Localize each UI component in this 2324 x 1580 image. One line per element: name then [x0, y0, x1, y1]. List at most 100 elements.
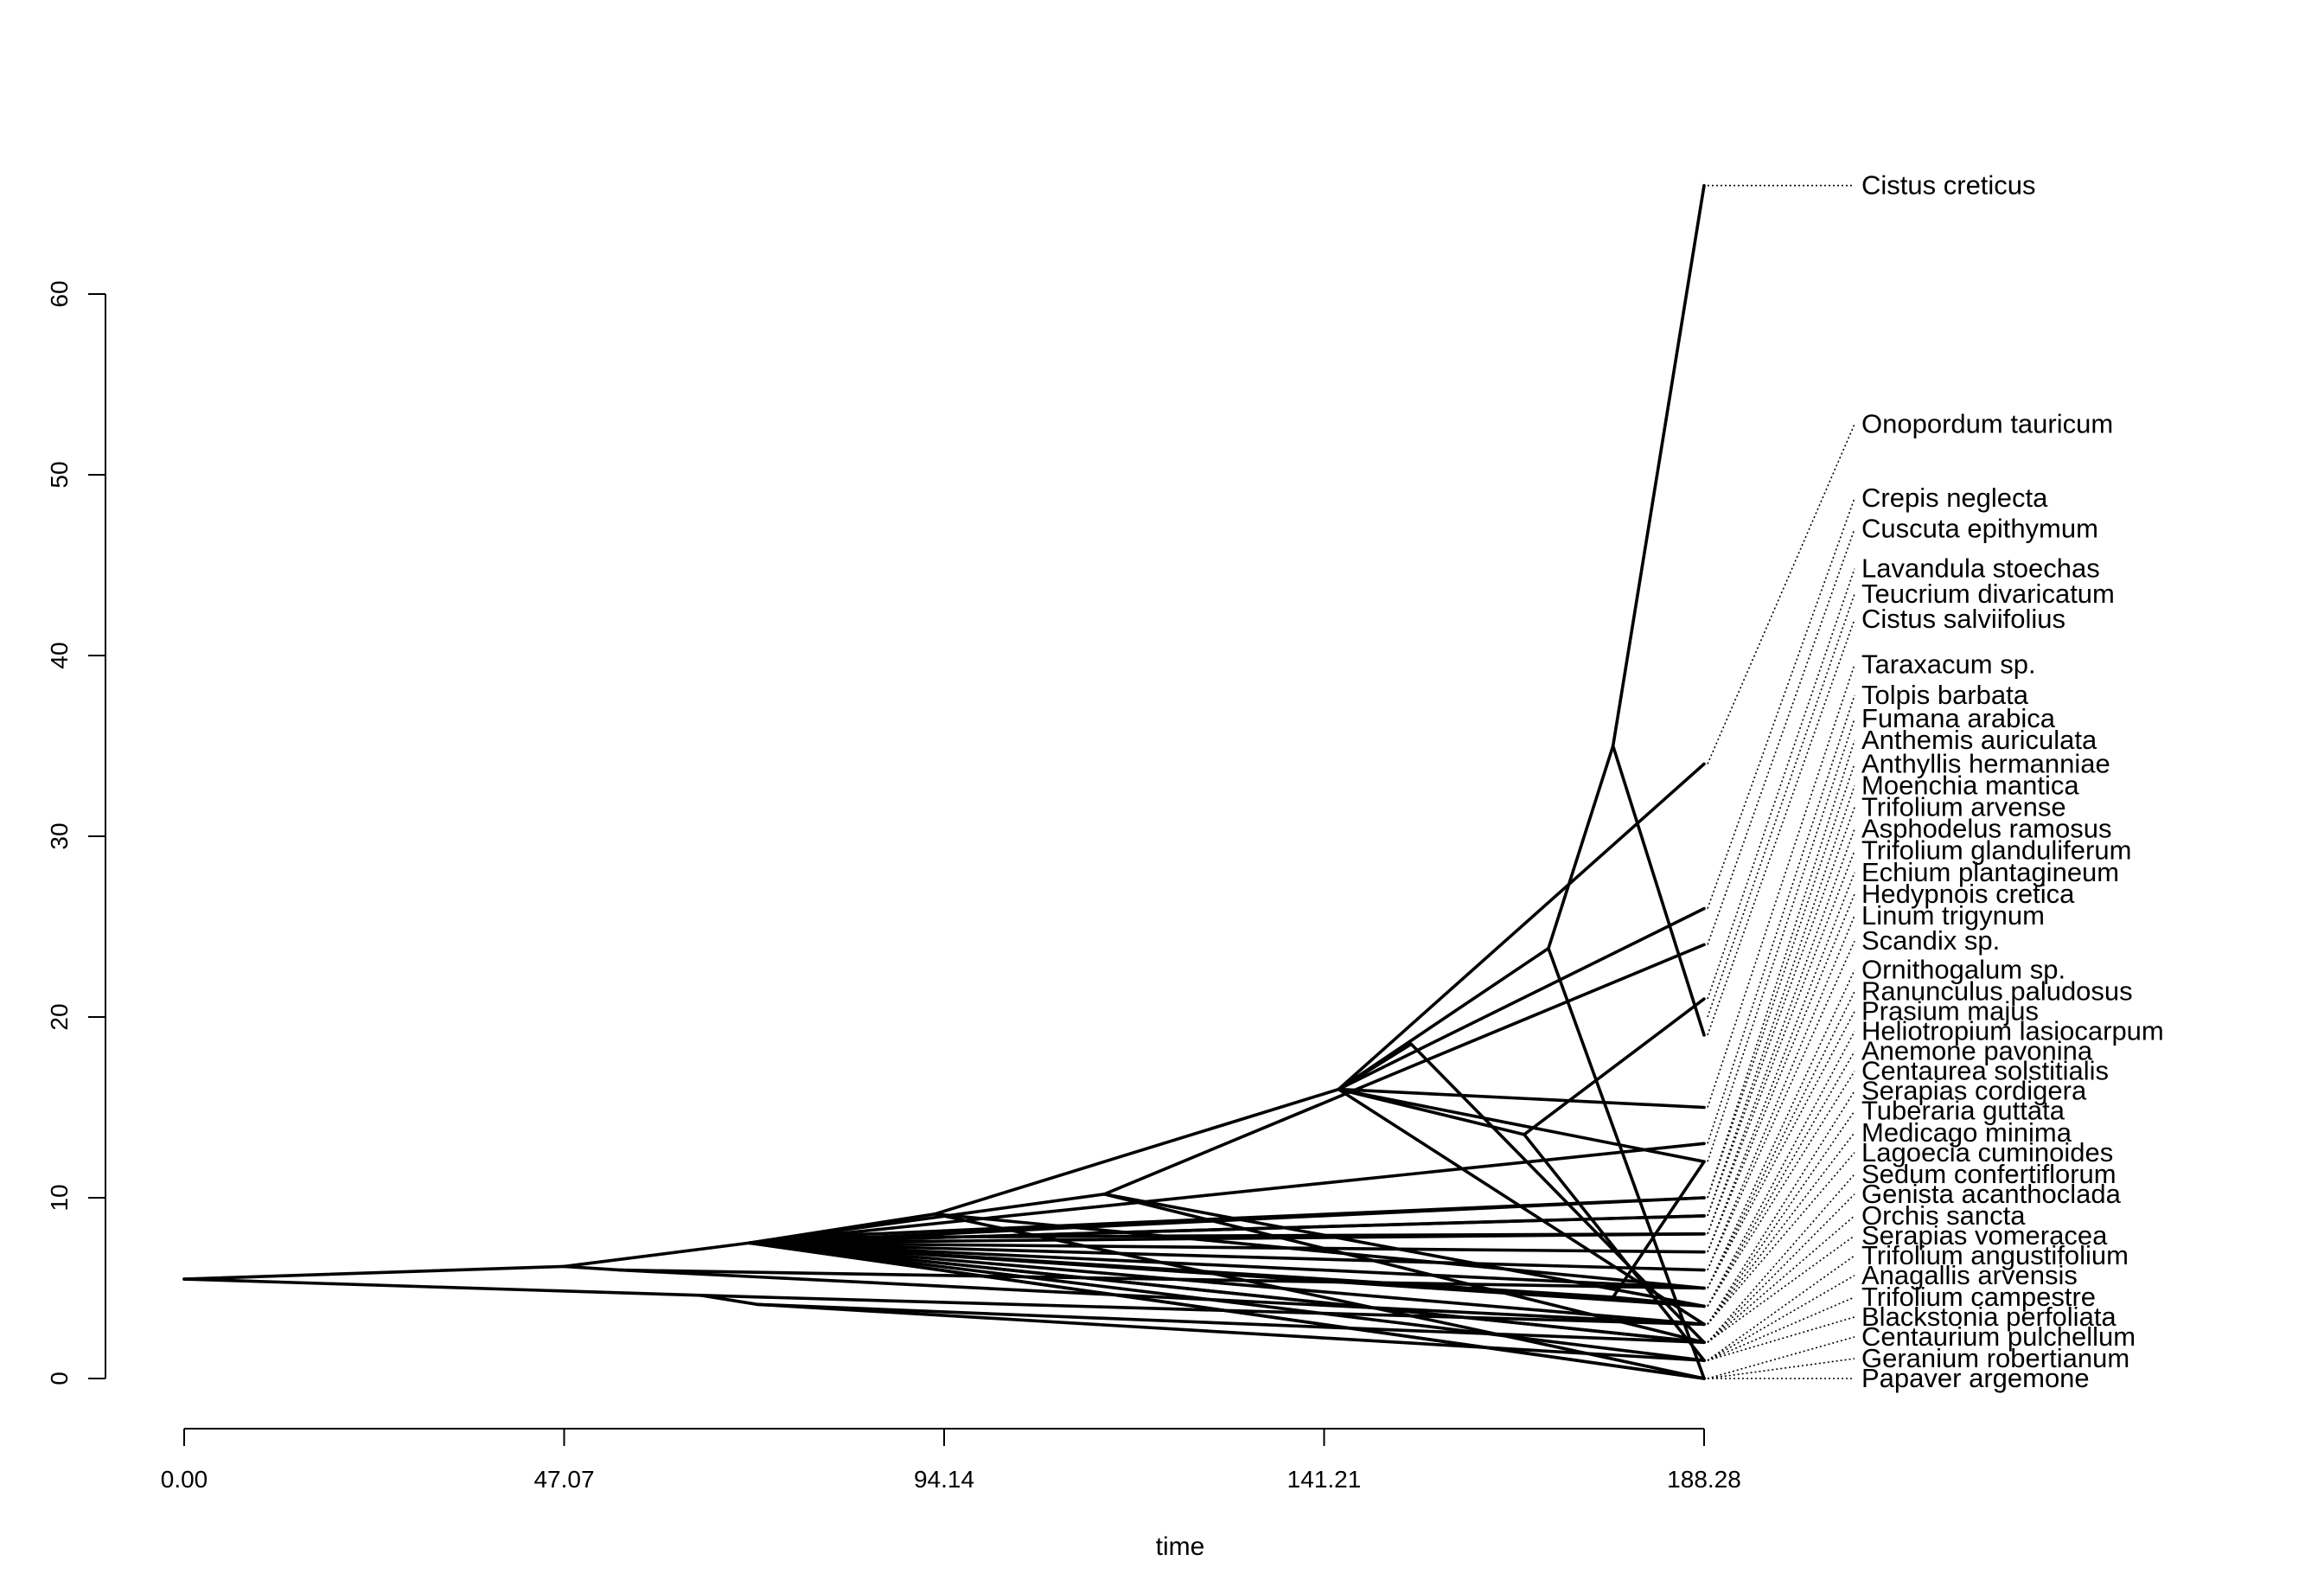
tip-connector: [1707, 1235, 1855, 1343]
tree-branch: [747, 1241, 1706, 1254]
x-axis: 0.00 47.07 94.14 141.21 188.28: [161, 1428, 1741, 1493]
tip-label: Lagoecia cuminoides: [1861, 1137, 2113, 1167]
tip-connector: [1707, 1152, 1855, 1325]
tip-label: Cistus salviifolius: [1861, 604, 2065, 634]
tree-branch: [747, 1241, 1706, 1344]
tree-branch: [562, 1264, 622, 1272]
tip-label: Trifolium arvense: [1861, 792, 2066, 822]
tip-label: Hedypnois cretica: [1861, 879, 2075, 909]
tree-branch: [1547, 744, 1615, 950]
tree-branch: [1611, 1160, 1706, 1299]
y-tick-label: 0: [46, 1372, 73, 1385]
tip-connector: [1707, 872, 1855, 1252]
tip-label: Orchis sancta: [1861, 1200, 2026, 1231]
tip-label: Genista acanthoclada: [1861, 1179, 2122, 1209]
y-tick-label: 50: [46, 461, 73, 488]
tree-branch: [747, 1193, 1107, 1245]
tip-label: Crepis neglecta: [1861, 483, 2048, 513]
tip-label: Ornithogalum sp.: [1861, 955, 2065, 985]
tip-connector: [1707, 618, 1855, 1036]
x-tick-label: 94.14: [914, 1466, 974, 1493]
tip-label: Tolpis barbata: [1861, 680, 2029, 710]
tip-connector: [1707, 785, 1855, 1217]
tip-label: Serapias vomeracea: [1861, 1220, 2108, 1251]
tree-branch: [1102, 1193, 1706, 1344]
tree-branch: [747, 1241, 1706, 1272]
tip-label: Onopordum tauricum: [1861, 408, 2113, 438]
tip-label: Teucrium divaricatum: [1861, 579, 2115, 609]
tree-branch: [182, 1264, 566, 1281]
tip-connector: [1707, 828, 1855, 1235]
x-tick-label: 0.00: [161, 1466, 208, 1493]
tip-label: Moenchia mantica: [1861, 770, 2079, 800]
tip-label: Asphodelus ramosus: [1861, 814, 2112, 844]
tip-label: Linum trigynum: [1861, 900, 2045, 931]
tip-connector: [1707, 1051, 1855, 1307]
tree-branch: [756, 1302, 1706, 1362]
tip-label: Centaurea solstitialis: [1861, 1056, 2109, 1086]
x-tick-label: 47.07: [533, 1466, 594, 1493]
tip-label: Papaver argemone: [1861, 1363, 2090, 1393]
tip-label: Trifolium angustifolium: [1861, 1240, 2129, 1270]
tip-label: Anthyllis hermanniae: [1861, 748, 2110, 778]
tip-connector: [1707, 1358, 1855, 1379]
tip-connector: [1707, 915, 1855, 1270]
tree-branch: [1337, 906, 1706, 1091]
tip-label: Trifolium campestre: [1861, 1282, 2096, 1312]
tip-connector: [1707, 1296, 1855, 1361]
tree-branch: [1409, 1042, 1706, 1344]
tree-branch: [1611, 183, 1706, 748]
tip-label: Scandix sp.: [1861, 925, 2000, 956]
tip-connector: [1707, 1011, 1855, 1289]
x-tick-label: 188.28: [1667, 1466, 1741, 1493]
tip-label: Echium plantagineum: [1861, 857, 2119, 887]
y-tick-label: 20: [46, 1003, 73, 1030]
y-tick-label: 10: [46, 1184, 73, 1211]
tip-connector: [1707, 1215, 1855, 1343]
tip-connector: [1707, 593, 1855, 1018]
tip-connector: [1707, 991, 1855, 1289]
tree-branch: [747, 1241, 1706, 1290]
tip-connector: [1707, 664, 1855, 1108]
tree-branch: [699, 1294, 759, 1307]
tree-branch: [933, 1212, 1706, 1290]
tree-branch: [618, 1268, 1706, 1327]
y-tick-label: 40: [46, 642, 73, 668]
tip-label: Taraxacum sp.: [1861, 649, 2036, 679]
tip-label: Trifolium glanduliferum: [1861, 835, 2131, 866]
tip-label: Prasium majus: [1861, 996, 2039, 1027]
tree-branch: [747, 1241, 1615, 1299]
tip-connector: [1707, 1091, 1855, 1325]
tree-branch: [933, 1087, 1341, 1216]
tip-label: Anemone pavonina: [1861, 1036, 2093, 1066]
tip-connector: [1707, 1071, 1855, 1307]
x-tick-label: 141.21: [1287, 1466, 1362, 1493]
tip-connector: [1707, 497, 1855, 909]
tree-branch: [747, 1142, 1706, 1245]
tip-label: Geranium robertianum: [1861, 1343, 2129, 1373]
tip-connector: [1707, 1132, 1855, 1325]
tree-branch: [1337, 946, 1550, 1091]
tip-connector: [1707, 1336, 1855, 1379]
tree-branch: [182, 1277, 703, 1297]
tip-label: Blackstonia perfoliata: [1861, 1302, 2116, 1332]
tree-branch: [1337, 1087, 1526, 1136]
tree-branch: [1337, 1087, 1706, 1110]
tip-label: Anagallis arvensis: [1861, 1260, 2078, 1290]
tip-connector: [1707, 1316, 1855, 1361]
tip-connector: [1707, 764, 1855, 1199]
tip-connector: [1707, 969, 1855, 1289]
tip-label: Lavandula stoechas: [1861, 553, 2100, 584]
tip-label: Serapias cordigera: [1861, 1076, 2087, 1106]
tip-label: Ranunculus paludosus: [1861, 976, 2133, 1007]
tree-branch: [1102, 943, 1706, 1196]
tree-branch: [1547, 946, 1706, 1380]
tip-labels-layer: Cistus creticus Onopordum tauricum Crepis …: [1861, 170, 2164, 1393]
tip-label: Centaurium pulchellum: [1861, 1321, 2136, 1352]
tree-branch: [1337, 762, 1706, 1091]
tree-branch: [747, 1241, 1706, 1327]
tip-connector: [1707, 850, 1855, 1235]
tip-connectors-layer: [1707, 184, 1855, 1379]
